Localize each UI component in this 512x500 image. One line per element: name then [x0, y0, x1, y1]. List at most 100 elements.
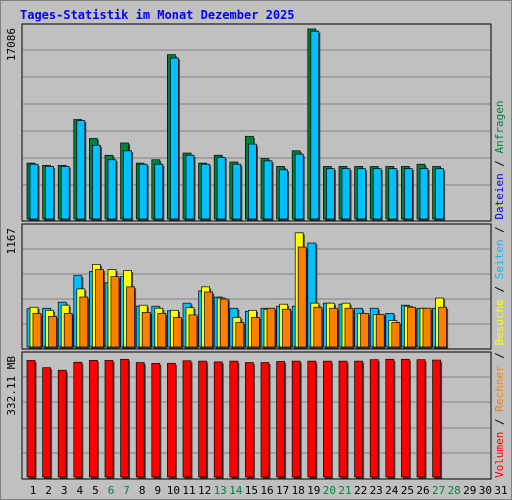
legend-entry: Dateien [493, 173, 506, 219]
bar-rechner [313, 306, 323, 348]
bar-volumen [432, 359, 441, 478]
x-tick-label: 4 [76, 484, 83, 497]
bar-volumen [104, 360, 114, 478]
x-tick-label: 31 [494, 484, 507, 497]
bar-dateien [341, 168, 351, 220]
x-tick-label: 12 [198, 484, 211, 497]
bar-dateien [201, 163, 210, 220]
bar-volumen [401, 358, 410, 478]
bar-rechner [407, 306, 416, 348]
bar-rechner [344, 307, 354, 348]
bar-dateien [76, 120, 86, 220]
bar-dateien [92, 144, 101, 220]
bar-dateien [185, 154, 195, 220]
bar-volumen [73, 361, 83, 478]
x-tick-label: 6 [108, 484, 115, 497]
legend-entry: Anfragen [493, 100, 506, 153]
bar-volumen [338, 360, 348, 478]
bar-rechner [32, 312, 42, 348]
x-tick-label: 5 [92, 484, 99, 497]
bar-dateien [154, 163, 164, 220]
bar-rechner [375, 314, 385, 348]
bar-dateien [248, 143, 257, 220]
legend-entry: Seiten [493, 240, 506, 280]
x-tick-label: 20 [323, 484, 336, 497]
x-tick-label: 27 [432, 484, 445, 497]
x-tick-label: 17 [276, 484, 289, 497]
x-tick-label: 28 [448, 484, 461, 497]
x-tick-label: 15 [245, 484, 258, 497]
bar-volumen [416, 359, 426, 478]
bar-dateien [326, 168, 335, 220]
legend-entry: / [493, 346, 506, 366]
bar-rechner [329, 307, 338, 348]
legend-entry: / [493, 279, 506, 299]
x-tick-label: 22 [354, 484, 367, 497]
y-max-label: 17086 [5, 28, 18, 61]
x-tick-label: 8 [139, 484, 146, 497]
bar-volumen [198, 360, 207, 478]
bar-rechner [360, 312, 369, 348]
legend-entry: Rechner [493, 365, 506, 412]
legend-entry: Besuche [493, 299, 506, 345]
x-tick-label: 14 [229, 484, 243, 497]
x-tick-label: 29 [463, 484, 476, 497]
bar-rechner [157, 312, 167, 348]
y-max-label: 1167 [5, 228, 18, 255]
bar-dateien [372, 168, 382, 220]
bar-rechner [266, 307, 276, 348]
bar-volumen [182, 360, 192, 478]
bar-volumen [229, 360, 239, 478]
x-tick-label: 13 [214, 484, 227, 497]
x-tick-label: 18 [292, 484, 305, 497]
bar-dateien [170, 57, 179, 220]
bar-volumen [120, 358, 129, 478]
x-tick-label: 2 [45, 484, 52, 497]
x-tick-label: 16 [260, 484, 273, 497]
bar-volumen [385, 358, 395, 478]
x-tick-label: 25 [401, 484, 414, 497]
bar-dateien [45, 166, 54, 220]
bar-volumen [323, 360, 332, 478]
bar-rechner [219, 298, 229, 348]
x-tick-label: 30 [479, 484, 492, 497]
x-tick-label: 11 [182, 484, 195, 497]
bar-dateien [123, 150, 132, 220]
bar-rechner [173, 317, 182, 348]
x-tick-label: 7 [123, 484, 130, 497]
x-tick-label: 24 [385, 484, 399, 497]
bar-dateien [279, 169, 288, 220]
bar-dateien [294, 153, 304, 220]
bar-rechner [297, 246, 307, 348]
bar-dateien [263, 160, 273, 220]
bar-dateien [107, 159, 117, 220]
bar-volumen [354, 360, 363, 478]
bar-dateien [29, 163, 39, 220]
bar-rechner [141, 311, 151, 348]
bar-rechner [251, 317, 260, 348]
bar-volumen [260, 362, 270, 478]
x-tick-label: 10 [167, 484, 180, 497]
x-tick-label: 9 [154, 484, 161, 497]
bar-rechner [48, 316, 57, 348]
bar-volumen [26, 360, 36, 478]
legend-entry: / [493, 220, 506, 240]
bar-rechner [188, 314, 198, 348]
bar-dateien [232, 163, 242, 220]
bar-volumen [369, 359, 379, 478]
legend-entry: Volumen [493, 432, 506, 478]
y-max-label: 332.11 MB [5, 356, 18, 416]
bar-volumen [245, 362, 254, 478]
bar-dateien [216, 157, 226, 220]
bar-volumen [213, 361, 223, 478]
bar-rechner [235, 322, 245, 348]
bar-rechner [204, 291, 213, 348]
x-tick-label: 1 [30, 484, 37, 497]
bar-volumen [57, 369, 67, 478]
right-legend: Volumen / Rechner / Besuche / Seiten / D… [493, 100, 506, 478]
bar-dateien [357, 168, 366, 220]
bar-volumen [42, 367, 51, 478]
bar-rechner [95, 269, 104, 348]
bar-rechner [126, 286, 135, 348]
